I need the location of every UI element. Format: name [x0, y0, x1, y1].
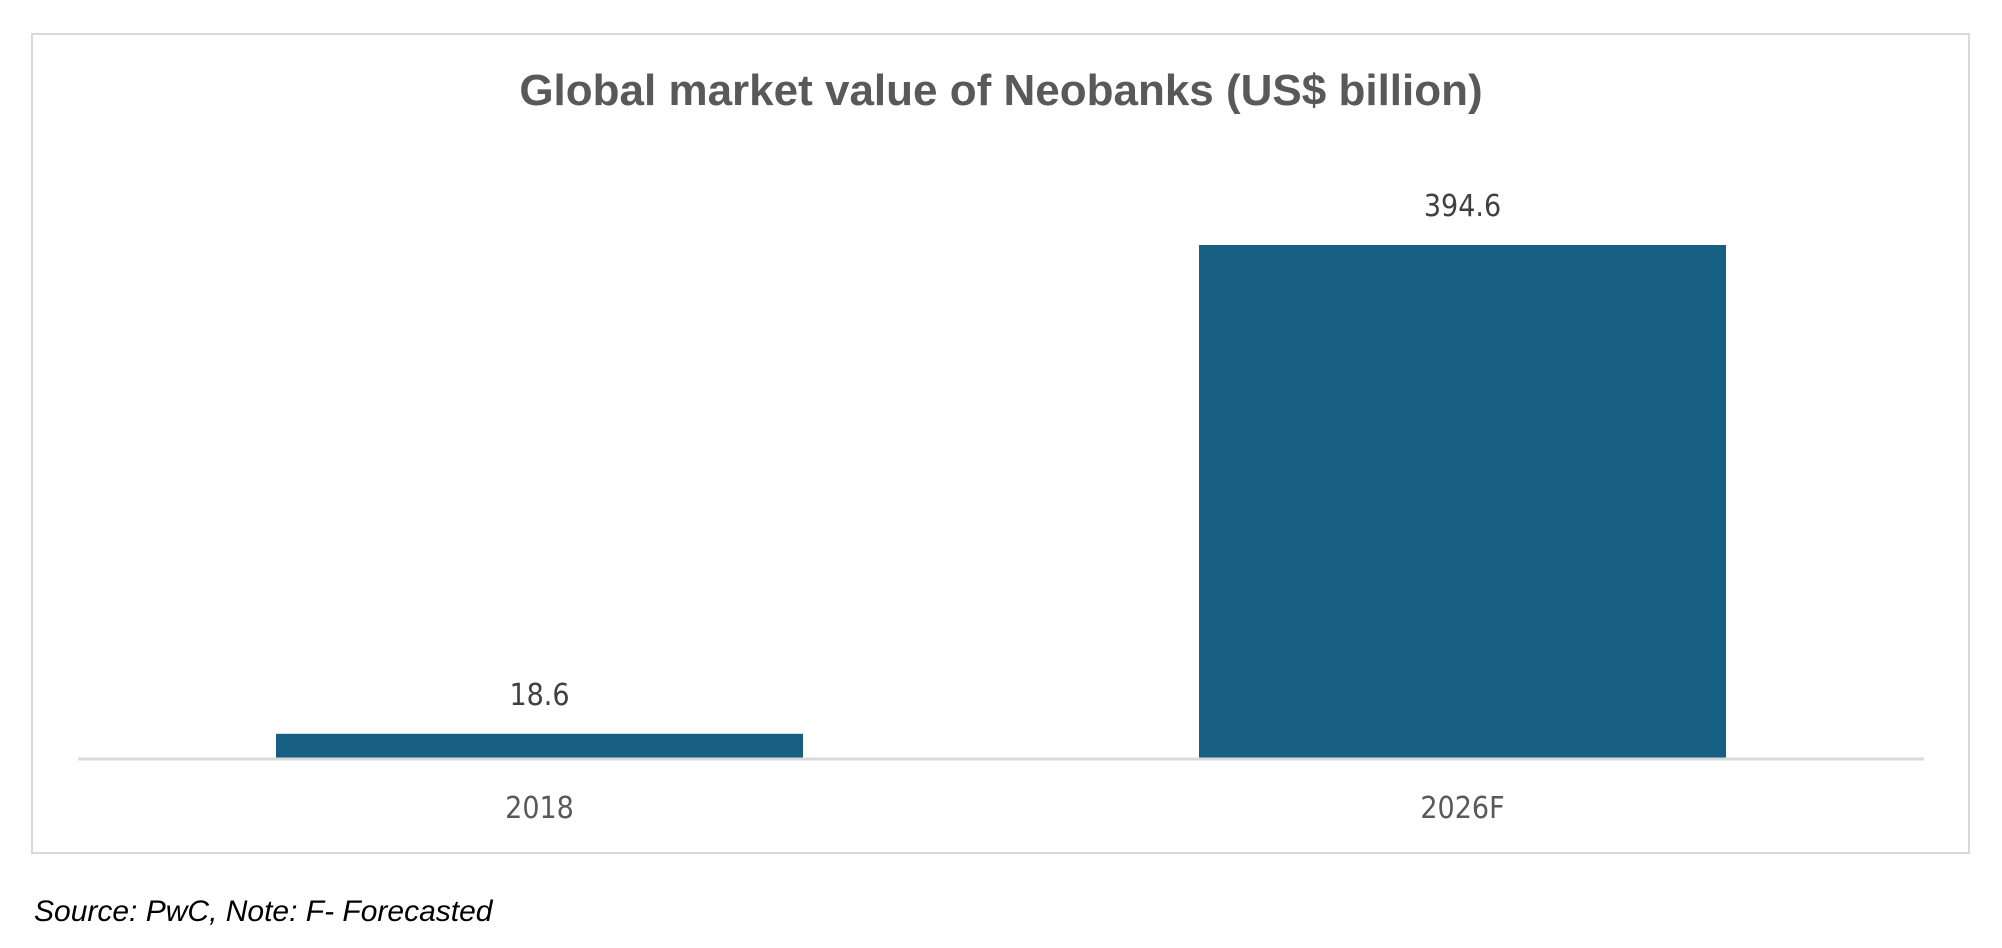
category-label-2026F: 2026F [1420, 791, 1504, 826]
chart-frame [31, 33, 1970, 854]
category-label-2018: 2018 [505, 791, 574, 826]
chart-title: Global market value of Neobanks (US$ bil… [519, 66, 1483, 115]
bar-2018 [276, 733, 803, 758]
source-note: Source: PwC, Note: F- Forecasted [34, 895, 493, 928]
data-label-2026F: 394.6 [1424, 189, 1501, 224]
bar-2026F [1199, 245, 1726, 758]
data-label-2018: 18.6 [509, 678, 569, 713]
